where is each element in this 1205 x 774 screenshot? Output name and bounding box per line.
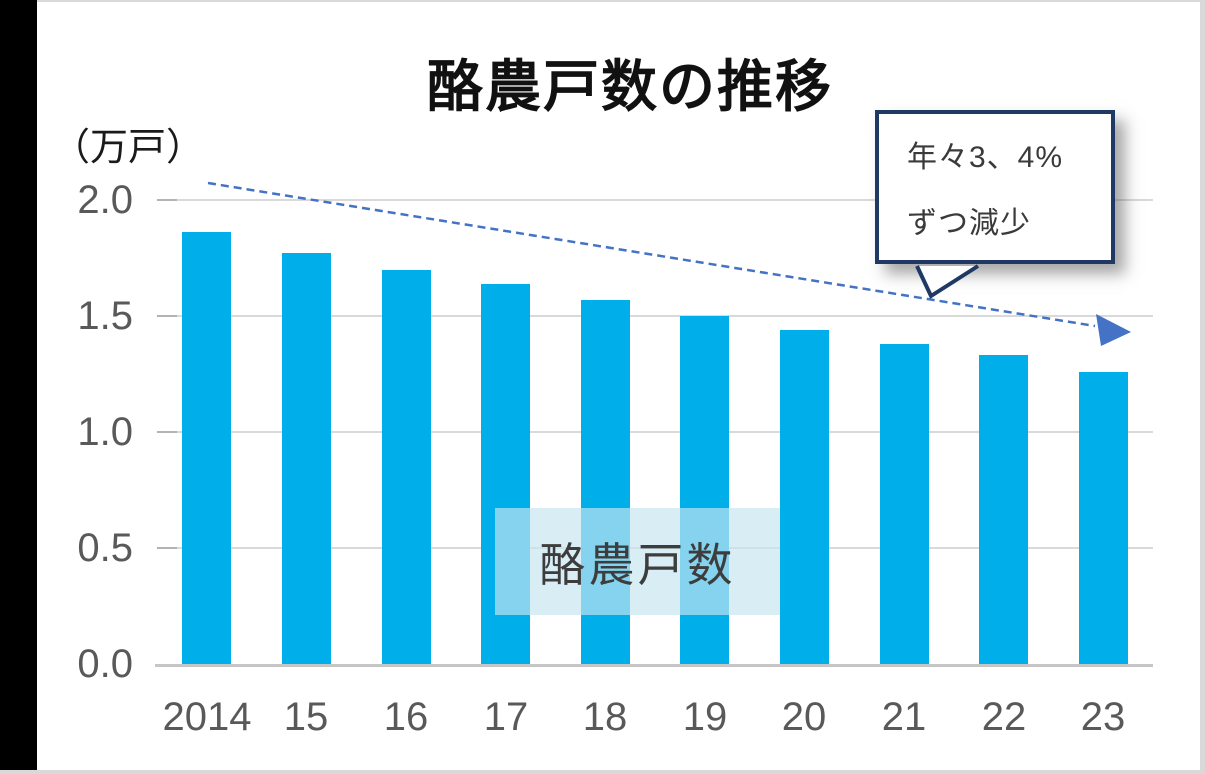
y-tick-label: 1.5 — [77, 294, 133, 338]
x-tick-label: 17 — [483, 695, 529, 739]
axis-tick — [157, 315, 177, 317]
y-tick-label: 1.0 — [77, 410, 133, 454]
axis-tick — [157, 199, 177, 201]
y-tick-label: 0.0 — [77, 642, 133, 686]
gridline — [157, 315, 1153, 317]
gridline — [157, 431, 1153, 433]
callout-bubble: 年々3、4% ずつ減少 — [875, 110, 1115, 264]
x-axis-line — [155, 664, 1153, 667]
axis-tick — [157, 431, 177, 433]
x-tick-label: 23 — [1080, 695, 1126, 739]
callout-text-line2: ずつ減少 — [907, 207, 1031, 240]
series-label: 酪農戸数 — [539, 538, 736, 591]
y-axis-unit-label: （万戸） — [52, 127, 205, 169]
x-tick-label: 19 — [682, 695, 728, 739]
slide-edge — [0, 0, 37, 770]
x-tick-label: 16 — [383, 695, 429, 739]
x-tick-label: 15 — [283, 695, 329, 739]
y-tick-label: 0.5 — [77, 526, 133, 570]
y-tick-label: 2.0 — [77, 178, 133, 222]
callout-tail-shape — [915, 264, 980, 299]
chart-title: 酪農戸数の推移 — [427, 55, 833, 118]
x-tick-label: 21 — [881, 695, 927, 739]
x-tick-label: 18 — [582, 695, 628, 739]
axis-tick — [157, 547, 177, 549]
bar — [182, 232, 231, 664]
callout-tail — [915, 264, 980, 299]
trend-arrowhead-icon — [1096, 314, 1131, 346]
gridline — [157, 199, 1153, 201]
bar — [1079, 372, 1128, 664]
series-label-box: 酪農戸数 — [495, 508, 780, 615]
x-tick-label: 2014 — [162, 695, 252, 739]
x-tick-label: 22 — [981, 695, 1027, 739]
bar — [282, 253, 331, 664]
trend-dashed-line — [207, 181, 1096, 328]
bar — [780, 330, 829, 664]
bar — [979, 355, 1028, 664]
callout-text-line1: 年々3、4% — [907, 141, 1064, 174]
bar — [382, 270, 431, 664]
x-tick-label: 20 — [781, 695, 827, 739]
bar — [880, 344, 929, 664]
